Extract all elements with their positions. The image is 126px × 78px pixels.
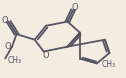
Text: O: O xyxy=(71,3,78,12)
Text: CH₃: CH₃ xyxy=(102,60,116,69)
Text: O: O xyxy=(4,42,11,51)
Text: O: O xyxy=(2,16,9,25)
Text: CH₃: CH₃ xyxy=(8,56,22,65)
Text: O: O xyxy=(43,51,49,60)
